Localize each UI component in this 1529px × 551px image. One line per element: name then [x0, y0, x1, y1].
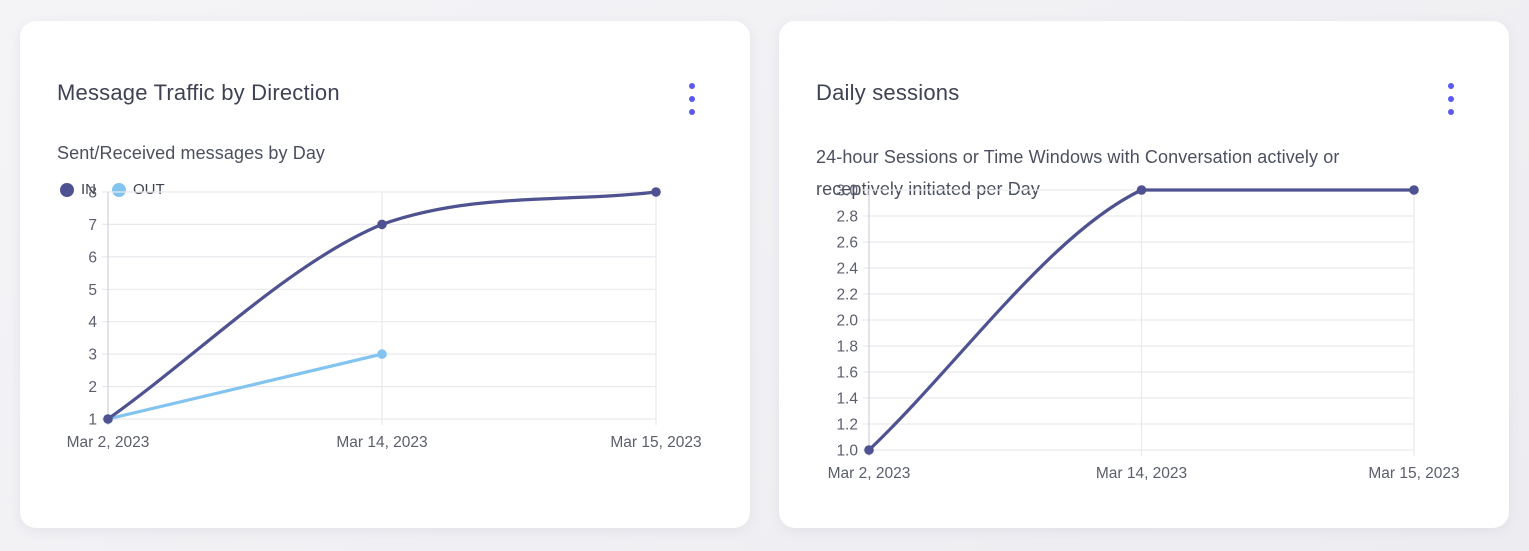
kebab-dot	[689, 109, 695, 115]
kebab-dot	[689, 83, 695, 89]
svg-text:4: 4	[88, 314, 97, 331]
card-subtitle: Sent/Received messages by Day	[57, 141, 325, 165]
card-subtitle: 24-hour Sessions or Time Windows with Co…	[816, 141, 1339, 205]
svg-text:1.8: 1.8	[836, 339, 858, 356]
svg-text:2.4: 2.4	[836, 261, 858, 278]
svg-text:Mar 15, 2023: Mar 15, 2023	[610, 434, 701, 451]
legend-item-in[interactable]: IN	[60, 181, 96, 198]
card-title: Daily sessions	[816, 80, 960, 105]
kebab-menu-icon[interactable]	[680, 81, 704, 117]
svg-text:6: 6	[88, 249, 97, 266]
svg-text:2.0: 2.0	[836, 313, 858, 330]
svg-text:2: 2	[88, 379, 97, 396]
message-traffic-card: Message Traffic by Direction Sent/Receiv…	[20, 21, 750, 528]
series-Daily sessions	[864, 185, 1419, 455]
svg-text:8: 8	[88, 185, 97, 202]
subtitle-line: Sent/Received messages by Day	[57, 143, 326, 163]
svg-text:1.6: 1.6	[836, 365, 858, 382]
svg-text:Mar 2, 2023: Mar 2, 2023	[67, 434, 150, 451]
svg-text:1: 1	[88, 412, 97, 429]
kebab-dot	[689, 96, 695, 102]
legend-label-out: OUT	[133, 181, 165, 198]
x-axis-labels: Mar 2, 2023 Mar 14, 2023 Mar 15, 2023	[828, 465, 1460, 482]
kebab-dot	[1448, 96, 1454, 102]
chart-legend: IN OUT	[60, 181, 165, 198]
y-axis-labels: 3.0 2.8 2.6 2.4 2.2 2.0 1.8 1.6 1.4 1.2 1.0	[836, 183, 858, 460]
svg-text:3.0: 3.0	[836, 183, 858, 200]
svg-text:Mar 14, 2023: Mar 14, 2023	[336, 434, 427, 451]
x-axis-labels: Mar 2, 2023 Mar 14, 2023 Mar 15, 2023	[67, 434, 702, 451]
svg-text:1.2: 1.2	[836, 417, 858, 434]
svg-text:7: 7	[88, 217, 97, 234]
subtitle-line: 24-hour Sessions or Time Windows with Co…	[816, 147, 1340, 167]
kebab-dot	[1448, 109, 1454, 115]
svg-text:Mar 15, 2023: Mar 15, 2023	[1368, 465, 1459, 482]
svg-text:1.4: 1.4	[836, 391, 858, 408]
card-title: Message Traffic by Direction	[57, 80, 340, 105]
y-axis-labels: 8 7 6 5 4 3 2 1	[88, 185, 97, 429]
daily-sessions-line-chart: 3.0 2.8 2.6 2.4 2.2 2.0 1.8 1.6 1.4 1.2 1.0 Mar 2, …	[828, 183, 1460, 483]
daily-sessions-card: Daily sessions 24-hour Sessions or Time …	[779, 21, 1509, 528]
svg-text:3: 3	[88, 347, 97, 364]
legend-dot-out-icon	[112, 182, 126, 197]
chart-grid	[863, 189, 1415, 456]
svg-text:Mar 2, 2023: Mar 2, 2023	[828, 465, 911, 482]
svg-text:Mar 14, 2023: Mar 14, 2023	[1096, 465, 1187, 482]
svg-text:5: 5	[88, 282, 97, 299]
series-IN	[103, 187, 661, 424]
legend-item-out[interactable]: OUT	[112, 181, 165, 198]
kebab-dot	[1448, 83, 1454, 89]
svg-text:2.2: 2.2	[836, 287, 858, 304]
kebab-menu-icon[interactable]	[1439, 81, 1463, 117]
legend-label-in: IN	[81, 181, 96, 198]
svg-text:2.6: 2.6	[836, 235, 858, 252]
subtitle-line: receptively initiated per Day	[816, 179, 1041, 199]
svg-text:2.8: 2.8	[836, 209, 858, 226]
legend-dot-in-icon	[60, 182, 74, 197]
message-traffic-line-chart: 8 7 6 5 4 3 2 1 Mar 2, 2023 Mar 14, 2023 Mar 15, 2…	[67, 185, 702, 452]
svg-text:1.0: 1.0	[836, 443, 858, 460]
